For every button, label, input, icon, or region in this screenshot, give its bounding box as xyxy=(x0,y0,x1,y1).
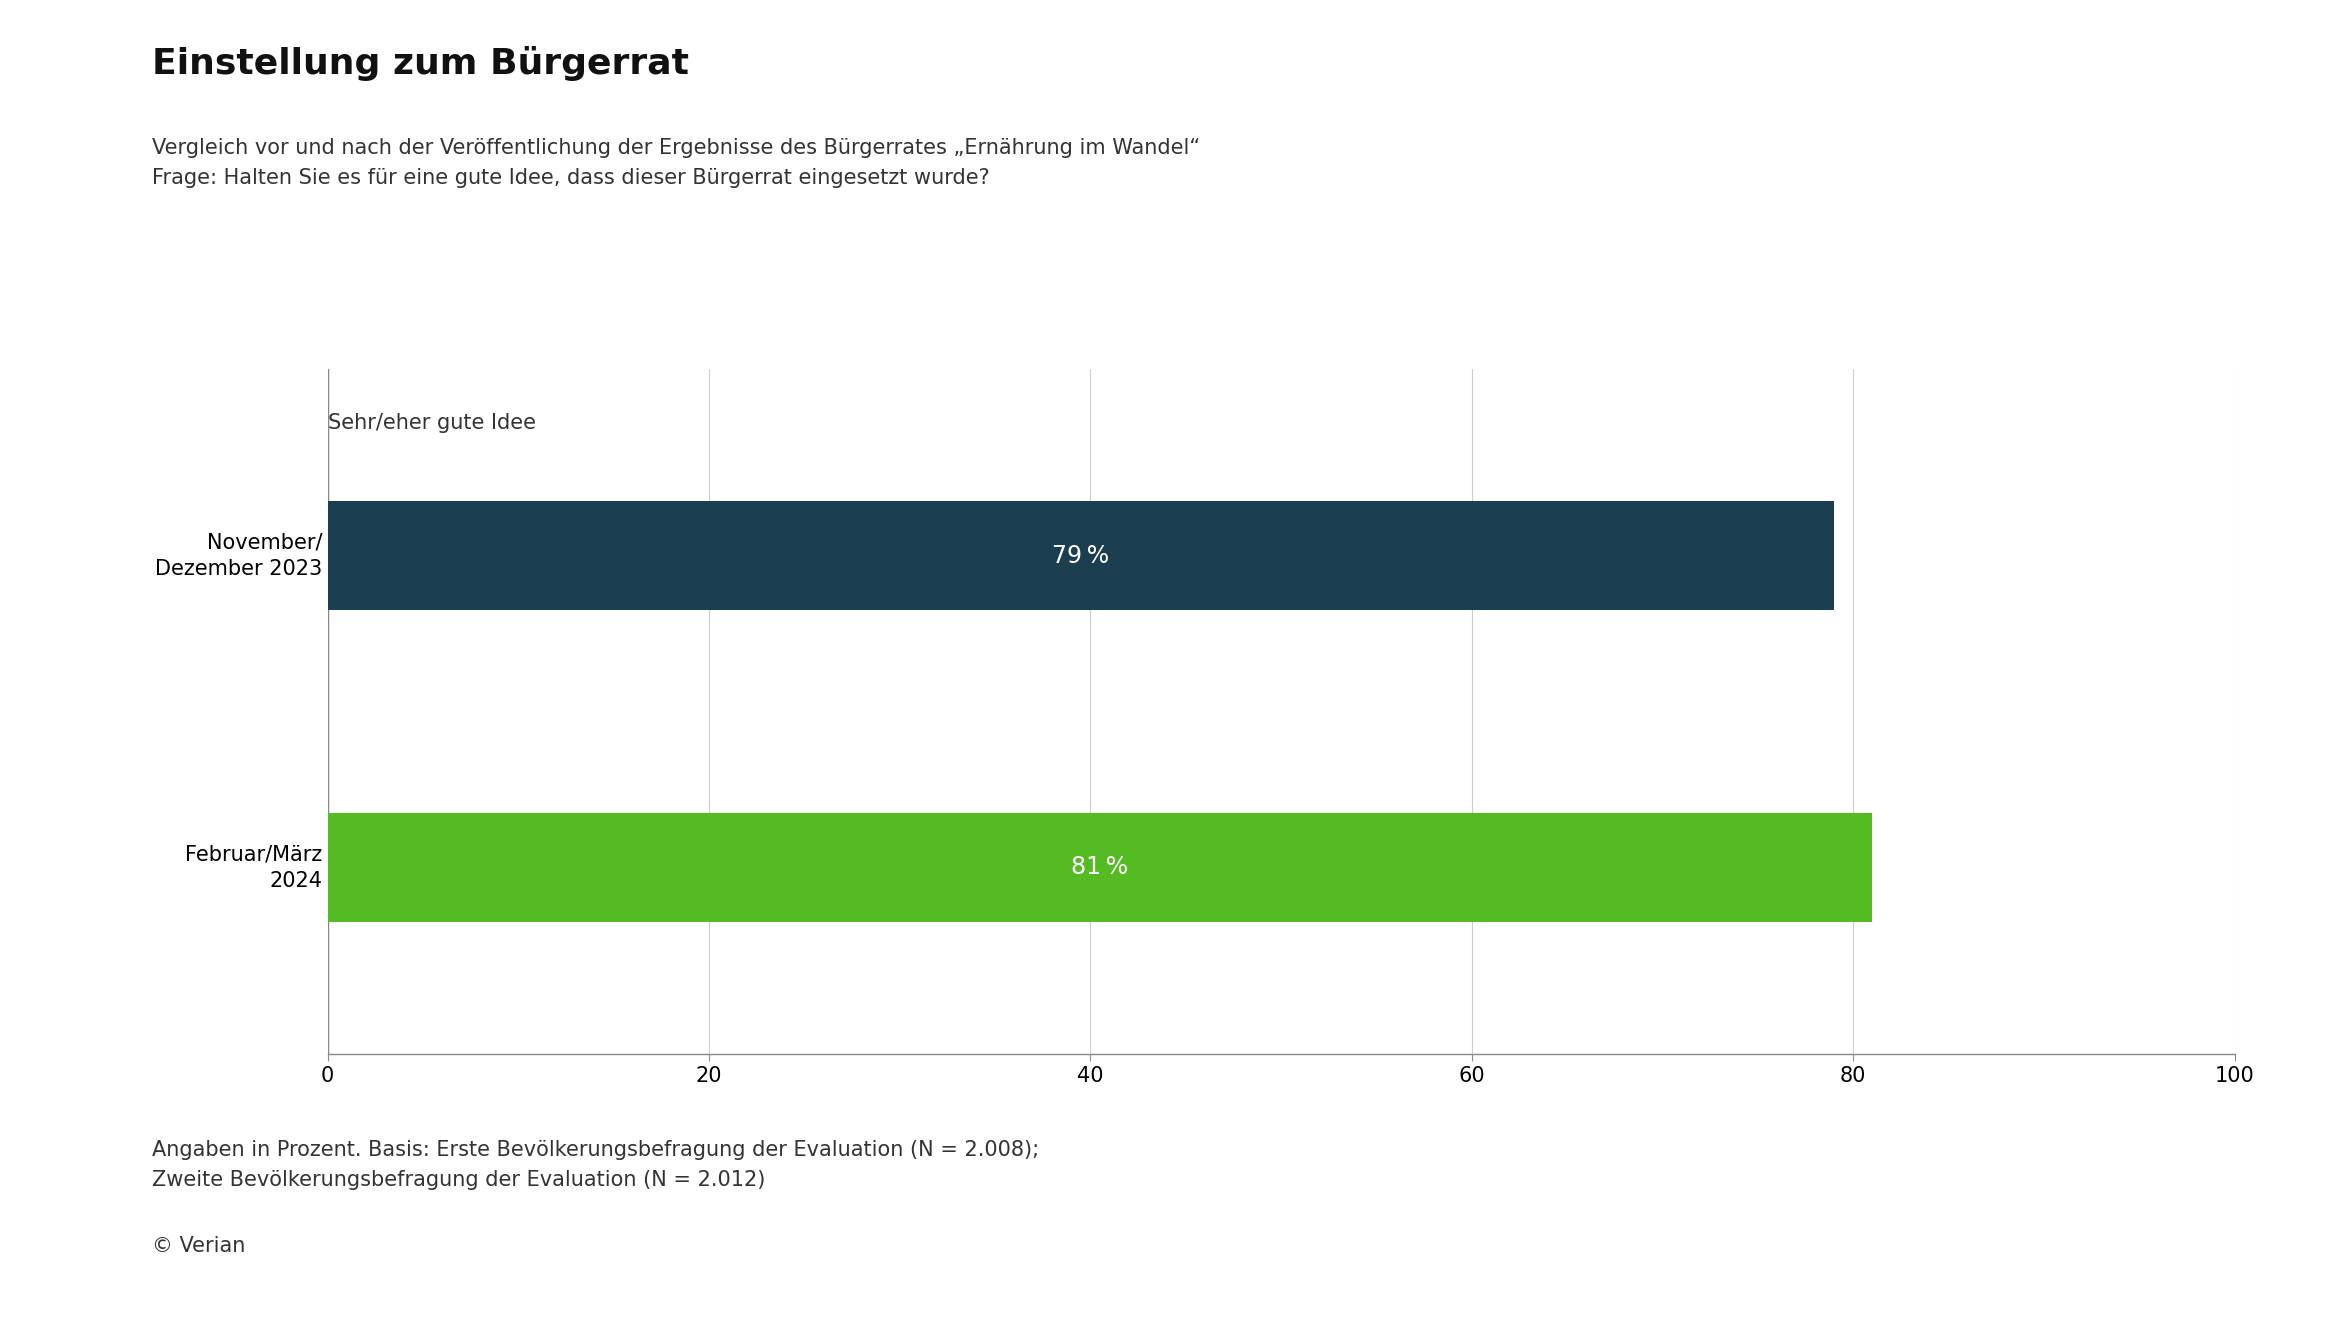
Text: Angaben in Prozent. Basis: Erste Bevölkerungsbefragung der Evaluation (N = 2.008: Angaben in Prozent. Basis: Erste Bevölke… xyxy=(152,1140,1039,1190)
Text: Vergleich vor und nach der Veröffentlichung der Ergebnisse des Bürgerrates „Ernä: Vergleich vor und nach der Veröffentlich… xyxy=(152,138,1200,188)
Text: 79 %: 79 % xyxy=(1053,544,1109,568)
Text: 81 %: 81 % xyxy=(1072,855,1128,879)
Bar xyxy=(328,813,1872,923)
Text: Einstellung zum Bürgerrat: Einstellung zum Bürgerrat xyxy=(152,46,688,82)
Text: © Verian: © Verian xyxy=(152,1236,246,1256)
Text: Sehr/eher gute Idee: Sehr/eher gute Idee xyxy=(328,413,536,432)
Bar xyxy=(328,501,1835,610)
